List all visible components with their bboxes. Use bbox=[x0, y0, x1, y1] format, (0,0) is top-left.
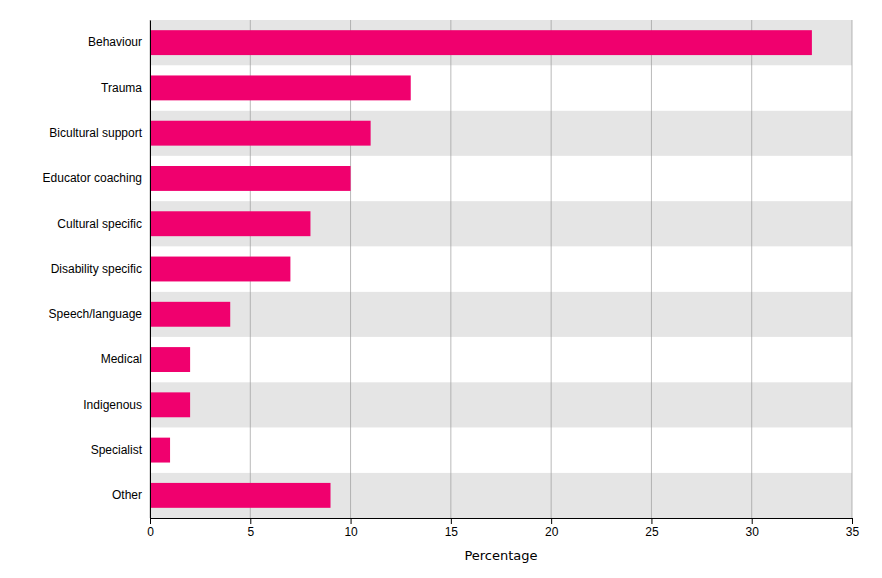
x-tick-mark bbox=[250, 518, 251, 524]
y-tick: Other bbox=[112, 488, 150, 502]
row-band bbox=[150, 337, 852, 382]
x-tick-mark bbox=[551, 518, 552, 524]
x-tick-label: 20 bbox=[545, 525, 559, 539]
grid bbox=[150, 20, 852, 518]
bar bbox=[150, 166, 351, 191]
row-bands bbox=[150, 20, 852, 518]
bar bbox=[150, 211, 310, 236]
y-tick-label: Speech/language bbox=[49, 307, 143, 321]
x-tick: 30 bbox=[746, 518, 760, 539]
grid-line bbox=[651, 20, 652, 518]
bar bbox=[150, 392, 190, 417]
row-band bbox=[150, 246, 852, 291]
row-band bbox=[150, 427, 852, 472]
x-axis-title: Percentage bbox=[464, 548, 537, 563]
x-tick-label: 0 bbox=[147, 525, 154, 539]
bar bbox=[150, 121, 371, 146]
y-axis-line bbox=[150, 21, 151, 519]
y-tick: Behaviour bbox=[88, 35, 150, 49]
y-tick: Trauma bbox=[101, 81, 150, 95]
x-tick: 25 bbox=[645, 518, 659, 539]
bar bbox=[150, 30, 812, 55]
x-tick: 10 bbox=[344, 518, 358, 539]
bar bbox=[150, 257, 290, 282]
x-tick-label: 35 bbox=[846, 525, 860, 539]
y-tick: Cultural specific bbox=[57, 217, 150, 231]
bars bbox=[150, 30, 812, 508]
bar bbox=[150, 483, 331, 508]
row-band bbox=[150, 473, 852, 518]
y-tick-label: Trauma bbox=[101, 81, 142, 95]
x-axis: 0 5 10 15 20 25 30 35 bbox=[147, 518, 859, 539]
row-band bbox=[150, 65, 852, 110]
x-tick-label: 15 bbox=[445, 525, 459, 539]
x-tick-mark bbox=[852, 518, 853, 524]
y-tick-label: Medical bbox=[101, 352, 142, 366]
bar bbox=[150, 302, 230, 327]
x-axis-line bbox=[151, 519, 853, 525]
y-tick: Specialist bbox=[91, 443, 150, 457]
x-tick: 20 bbox=[545, 518, 559, 539]
y-tick: Educator coaching bbox=[43, 171, 150, 185]
bar bbox=[150, 438, 170, 463]
y-tick-label: Educator coaching bbox=[43, 171, 142, 185]
grid-line bbox=[450, 20, 451, 518]
x-tick: 35 bbox=[846, 518, 860, 539]
row-band bbox=[150, 201, 852, 246]
x-tick-label: 10 bbox=[344, 525, 358, 539]
y-tick-label: Specialist bbox=[91, 443, 143, 457]
y-tick: Speech/language bbox=[49, 307, 150, 321]
y-tick: Disability specific bbox=[51, 262, 150, 276]
row-band bbox=[150, 20, 852, 65]
bar bbox=[150, 347, 190, 372]
y-tick-label: Cultural specific bbox=[57, 217, 142, 231]
chart: 0 5 10 15 20 25 30 35 Other Specialist Indigenous M… bbox=[0, 0, 882, 578]
y-tick-label: Behaviour bbox=[88, 35, 142, 49]
y-tick-label: Bicultural support bbox=[49, 126, 142, 140]
y-tick: Medical bbox=[101, 352, 150, 366]
x-tick-mark bbox=[150, 518, 151, 524]
y-tick-label: Indigenous bbox=[83, 398, 142, 412]
grid-line bbox=[150, 20, 151, 518]
row-band bbox=[150, 292, 852, 337]
x-tick-mark bbox=[651, 518, 652, 524]
x-tick-mark bbox=[351, 518, 352, 524]
grid-line bbox=[751, 20, 752, 518]
x-tick: 15 bbox=[445, 518, 459, 539]
x-tick-label: 30 bbox=[746, 525, 760, 539]
y-tick-label: Other bbox=[112, 488, 142, 502]
x-tick-label: 5 bbox=[247, 525, 254, 539]
row-band bbox=[150, 111, 852, 156]
y-tick-label: Disability specific bbox=[51, 262, 142, 276]
x-tick-label: 25 bbox=[645, 525, 659, 539]
y-tick: Bicultural support bbox=[49, 126, 150, 140]
x-tick-mark bbox=[451, 518, 452, 524]
row-band bbox=[150, 382, 852, 427]
plot: 0 5 10 15 20 25 30 35 Other Specialist Indigenous M… bbox=[43, 20, 860, 539]
x-tick: 5 bbox=[247, 518, 254, 539]
grid-line bbox=[551, 20, 552, 518]
x-tick: 0 bbox=[147, 518, 154, 539]
bar bbox=[150, 75, 411, 100]
x-tick-mark bbox=[752, 518, 753, 524]
y-axis: Other Specialist Indigenous Medical Speech/l… bbox=[43, 21, 151, 519]
y-tick: Indigenous bbox=[83, 398, 150, 412]
grid-line bbox=[852, 20, 853, 518]
row-band bbox=[150, 156, 852, 201]
